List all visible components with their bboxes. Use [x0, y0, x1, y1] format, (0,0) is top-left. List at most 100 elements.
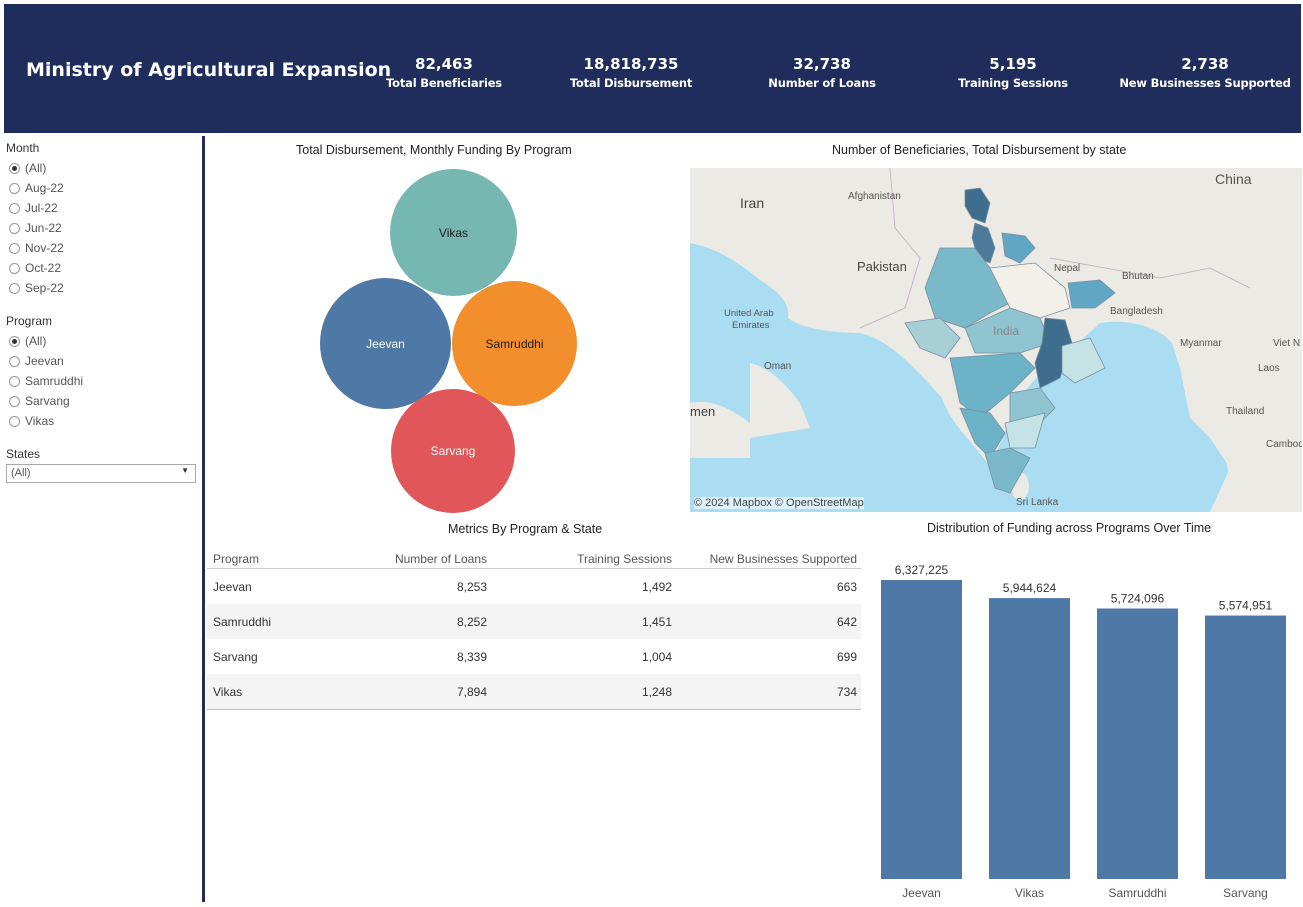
india-map[interactable]: China Iran Afghanistan Pakistan Nepal Bh… [690, 168, 1302, 512]
option-label: Nov-22 [25, 241, 64, 255]
states-filter-title: States [6, 447, 41, 461]
seasia-landmass [1210, 368, 1302, 512]
bubble-samruddhi[interactable]: Samruddhi [452, 281, 577, 406]
bar-value-label: 5,574,951 [1219, 599, 1273, 613]
kpi-label: Training Sessions [958, 76, 1068, 90]
option-label: Jun-22 [25, 221, 62, 235]
bubble-label: Samruddhi [485, 336, 544, 351]
option-label: Jeevan [25, 354, 64, 368]
radio-icon [9, 262, 20, 274]
radio-selected-icon [9, 162, 20, 174]
map-label-srilanka: Sri Lanka [1016, 497, 1059, 508]
border-pakistan [859, 168, 921, 329]
states-dropdown-value: (All) [11, 467, 31, 479]
col-header-program[interactable]: Program [213, 552, 260, 566]
cell-training: 1,004 [641, 649, 672, 664]
kpi-label: New Businesses Supported [1119, 76, 1291, 90]
radio-selected-icon [9, 335, 20, 347]
state-bihar [1067, 279, 1116, 309]
map-label-oman: Oman [764, 361, 791, 372]
table-row[interactable]: Vikas 7,894 1,248 734 [207, 674, 861, 709]
bar-category-label: Sarvang [1223, 886, 1268, 900]
program-filter-title: Program [6, 314, 53, 328]
bubble-sarvang[interactable]: Sarvang [391, 389, 515, 513]
cell-loans: 7,894 [456, 684, 487, 699]
bubble-label: Sarvang [430, 444, 476, 458]
cell-loans: 8,339 [456, 649, 487, 664]
program-option-sarvang[interactable]: Sarvang [9, 393, 70, 409]
state-chhattisgarh [1034, 317, 1073, 389]
option-label: (All) [25, 334, 47, 348]
program-option-vikas[interactable]: Vikas [9, 413, 54, 429]
option-label: Sarvang [25, 394, 70, 408]
kpi-number-of-loans: 32,738 Number of Loans [727, 55, 917, 90]
radio-icon [9, 202, 20, 214]
sidebar-divider [202, 136, 205, 902]
program-option-jeevan[interactable]: Jeevan [9, 353, 64, 369]
month-option-jul-22[interactable]: Jul-22 [9, 200, 58, 216]
state-tamilnadu [984, 447, 1031, 494]
month-option-jun-22[interactable]: Jun-22 [9, 220, 62, 236]
map-label-nepal: Nepal [1054, 263, 1080, 274]
program-option-samruddhi[interactable]: Samruddhi [9, 373, 83, 389]
cell-new-businesses: 734 [836, 684, 857, 699]
bar-category-label: Samruddhi [1108, 886, 1166, 900]
bar-category-label: Vikas [1015, 886, 1044, 900]
table-row[interactable]: Jeevan 8,253 1,492 663 [207, 569, 861, 604]
month-option-oct-22[interactable]: Oct-22 [9, 260, 61, 276]
col-header-loans[interactable]: Number of Loans [394, 552, 487, 566]
bar-sarvang[interactable] [1205, 615, 1286, 879]
option-label: Aug-22 [25, 181, 64, 195]
cell-program: Jeevan [213, 579, 252, 594]
radio-icon [9, 395, 20, 407]
map-label-bangladesh: Bangladesh [1110, 306, 1163, 317]
map-label-pakistan: Pakistan [857, 259, 907, 274]
table-row[interactable]: Sarvang 8,339 1,004 699 [207, 639, 861, 674]
cell-loans: 8,252 [456, 614, 487, 629]
kpi-total-beneficiaries: 82,463 Total Beneficiaries [349, 55, 539, 90]
kpi-value: 18,818,735 [583, 55, 679, 73]
col-header-new-businesses[interactable]: New Businesses Supported [709, 552, 857, 566]
bar-jeevan[interactable] [881, 580, 962, 879]
radio-icon [9, 415, 20, 427]
bubble-vikas[interactable]: Vikas [390, 169, 517, 296]
cell-program: Vikas [213, 684, 243, 699]
map-canvas: China Iran Afghanistan Pakistan Nepal Bh… [690, 168, 1302, 512]
program-option-all[interactable]: (All) [9, 333, 46, 349]
bubble-jeevan[interactable]: Jeevan [320, 278, 451, 409]
cell-new-businesses: 642 [836, 614, 857, 629]
kpi-value: 82,463 [415, 55, 473, 73]
col-header-training[interactable]: Training Sessions [577, 552, 672, 566]
bubble-label: Jeevan [366, 336, 405, 351]
radio-icon [9, 222, 20, 234]
metrics-table: Program Number of Loans Training Session… [207, 548, 861, 710]
kpi-value: 5,195 [989, 55, 1037, 73]
map-attribution[interactable]: © 2024 Mapbox © OpenStreetMap [694, 497, 864, 509]
state-uttarakhand [1001, 232, 1036, 264]
state-gujarat [904, 317, 961, 359]
option-label: Oct-22 [25, 261, 62, 275]
cell-new-businesses: 699 [836, 649, 857, 664]
radio-icon [9, 242, 20, 254]
map-label-vietnam: Viet N [1273, 338, 1300, 349]
cell-training: 1,492 [641, 579, 672, 594]
month-option-nov-22[interactable]: Nov-22 [9, 240, 64, 256]
bar-vikas[interactable] [989, 598, 1070, 879]
radio-icon [9, 182, 20, 194]
kpi-total-disbursement: 18,818,735 Total Disbursement [536, 55, 726, 90]
border-himalaya [1049, 257, 1251, 289]
month-option-all[interactable]: (All) [9, 160, 46, 176]
header-banner: Ministry of Agricultural Expansion 82,46… [4, 4, 1301, 133]
table-row[interactable]: Samruddhi 8,252 1,451 642 [207, 604, 861, 639]
month-option-sep-22[interactable]: Sep-22 [9, 280, 64, 296]
states-dropdown[interactable]: (All) ▼ [6, 464, 196, 483]
month-option-aug-22[interactable]: Aug-22 [9, 180, 64, 196]
map-label-thailand: Thailand [1226, 406, 1264, 417]
oman-landmass [750, 363, 810, 438]
map-label-myanmar: Myanmar [1180, 338, 1222, 349]
kpi-new-businesses: 2,738 New Businesses Supported [1110, 55, 1300, 90]
kpi-value: 32,738 [793, 55, 851, 73]
map-label-iran: Iran [740, 195, 764, 211]
bar-value-label: 5,944,624 [1003, 581, 1057, 595]
bar-samruddhi[interactable] [1097, 608, 1178, 879]
